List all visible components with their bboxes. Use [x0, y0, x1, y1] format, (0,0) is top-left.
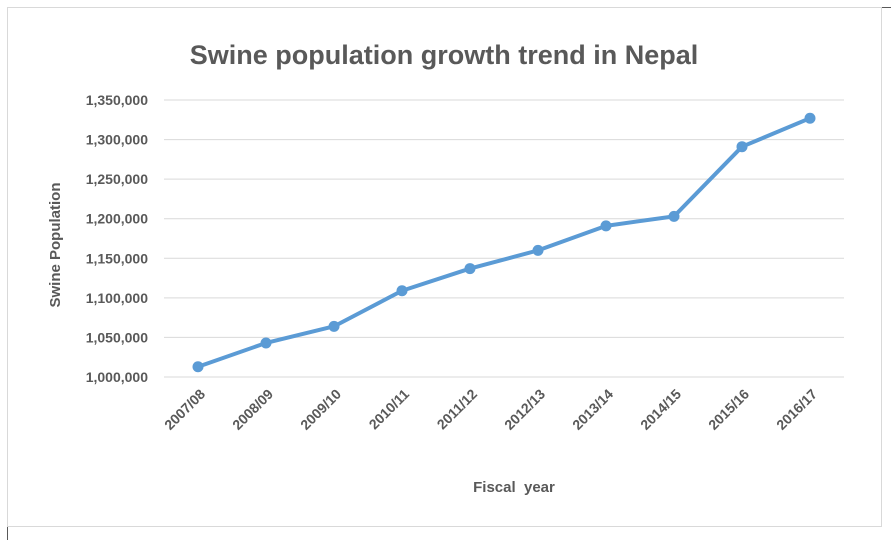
- x-tick-label: 2008/09: [229, 386, 276, 433]
- data-point: [736, 141, 748, 153]
- y-tick-label: 1,300,000: [86, 132, 148, 148]
- y-tick-label: 1,350,000: [86, 92, 148, 108]
- x-axis-title: Fiscal year: [473, 479, 555, 496]
- y-tick-label: 1,050,000: [86, 329, 148, 345]
- data-point: [804, 112, 816, 124]
- data-point: [192, 361, 204, 373]
- line-chart: Swine population growth trend in Nepal 1…: [47, 40, 844, 496]
- x-tick-label: 2007/08: [161, 386, 208, 433]
- y-tick-labels: 1,000,000 1,050,000 1,100,000 1,150,000 1,20…: [86, 92, 148, 385]
- chart-title: Swine population growth trend in Nepal: [190, 40, 699, 70]
- data-point: [600, 220, 612, 232]
- x-tick-label: 2015/16: [705, 386, 752, 433]
- data-point: [532, 244, 544, 256]
- x-tick-label: 2009/10: [297, 386, 344, 433]
- y-tick-label: 1,200,000: [86, 211, 148, 227]
- data-series: [192, 112, 816, 373]
- x-tick-label: 2016/17: [773, 386, 820, 433]
- y-axis-title: Swine Population: [47, 182, 64, 307]
- data-point: [260, 337, 272, 349]
- data-point: [328, 320, 340, 332]
- data-point: [464, 263, 476, 275]
- x-tick-label: 2012/13: [501, 386, 548, 433]
- y-tick-label: 1,100,000: [86, 290, 148, 306]
- y-tick-label: 1,150,000: [86, 250, 148, 266]
- y-tick-label: 1,250,000: [86, 171, 148, 187]
- chart-area: Swine population growth trend in Nepal 1…: [7, 7, 882, 527]
- x-tick-label: 2011/12: [434, 386, 481, 433]
- data-point: [668, 210, 680, 222]
- x-tick-label: 2010/11: [366, 386, 413, 433]
- data-point: [396, 285, 408, 297]
- x-tick-labels: 2007/08 2008/09 2009/10 2010/11 2011/12 2012/…: [161, 386, 820, 433]
- x-tick-label: 2013/14: [569, 386, 616, 433]
- x-tick-label: 2014/15: [637, 386, 684, 433]
- series-line: [196, 116, 812, 369]
- y-tick-label: 1,000,000: [86, 369, 148, 385]
